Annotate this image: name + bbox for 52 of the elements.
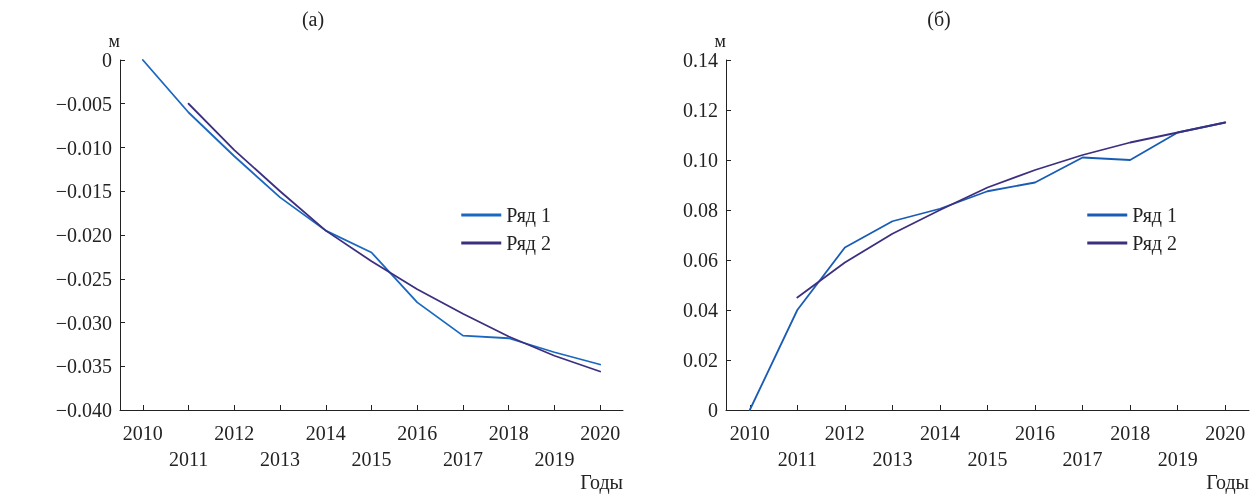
y-tick-label: −0.040 bbox=[55, 399, 112, 421]
y-tick-label: 0.08 bbox=[683, 199, 718, 221]
x-tick-label: 2015 bbox=[351, 448, 392, 470]
line-series bbox=[187, 102, 602, 373]
x-tick-label: 2013 bbox=[872, 448, 913, 470]
y-tick-label: 0.02 bbox=[683, 349, 718, 371]
y-tick-label: 0.06 bbox=[683, 249, 718, 271]
x-tick-label: 2017 bbox=[442, 448, 483, 470]
x-tick-label: 2010 bbox=[729, 422, 770, 444]
x-tick-label: 2018 bbox=[1110, 422, 1151, 444]
y-tick-label: −0.020 bbox=[55, 224, 112, 246]
x-tick-label: 2017 bbox=[1062, 448, 1103, 470]
legend-label: Ряд 1 bbox=[1132, 204, 1178, 227]
x-tick-label: 2016 bbox=[397, 422, 438, 444]
y-tick-label: −0.025 bbox=[55, 267, 112, 290]
x-axis-title: Годы bbox=[1206, 471, 1249, 494]
x-tick-label: 2012 bbox=[214, 422, 255, 444]
y-tick-label: 0 bbox=[102, 49, 112, 71]
x-tick-label: 2020 bbox=[580, 422, 621, 444]
x-tick-label: 2016 bbox=[1015, 422, 1056, 444]
y-tick-label: −0.030 bbox=[55, 311, 112, 334]
chart-title: (б) bbox=[927, 8, 951, 31]
legend-label: Ряд 1 bbox=[506, 204, 552, 227]
x-axis-title: Годы bbox=[580, 471, 623, 494]
y-axis-title: м bbox=[714, 31, 726, 52]
x-tick-label: 2011 bbox=[777, 448, 817, 470]
x-tick-label: 2018 bbox=[488, 422, 529, 444]
x-tick-label: 2014 bbox=[305, 422, 346, 444]
x-tick-label: 2015 bbox=[967, 448, 1008, 470]
y-tick-label: 0.14 bbox=[683, 49, 718, 71]
y-tick-label: −0.010 bbox=[55, 136, 112, 159]
line-series bbox=[141, 59, 602, 366]
y-tick-label: 0 bbox=[708, 399, 718, 421]
x-tick-label: 2020 bbox=[1205, 422, 1246, 444]
x-tick-label: 2011 bbox=[168, 448, 209, 470]
x-tick-label: 2014 bbox=[919, 422, 960, 444]
y-tick-label: −0.015 bbox=[55, 180, 112, 203]
legend-label: Ряд 2 bbox=[1132, 232, 1178, 255]
y-tick-label: −0.035 bbox=[55, 355, 112, 378]
chart-title: (а) bbox=[301, 8, 325, 31]
y-tick-label: 0.12 bbox=[683, 99, 718, 121]
y-axis-title: м bbox=[108, 31, 120, 52]
x-tick-label: 2013 bbox=[260, 448, 301, 470]
x-tick-label: 2010 bbox=[122, 422, 163, 444]
y-tick-label: 0.10 bbox=[683, 149, 718, 171]
x-tick-label: 2019 bbox=[534, 448, 575, 470]
x-tick-label: 2012 bbox=[824, 422, 865, 444]
y-tick-label: 0.04 bbox=[683, 299, 718, 321]
line-series bbox=[796, 121, 1227, 299]
legend-label: Ряд 2 bbox=[506, 232, 552, 255]
y-tick-label: −0.005 bbox=[55, 92, 112, 115]
x-tick-label: 2019 bbox=[1157, 448, 1198, 470]
